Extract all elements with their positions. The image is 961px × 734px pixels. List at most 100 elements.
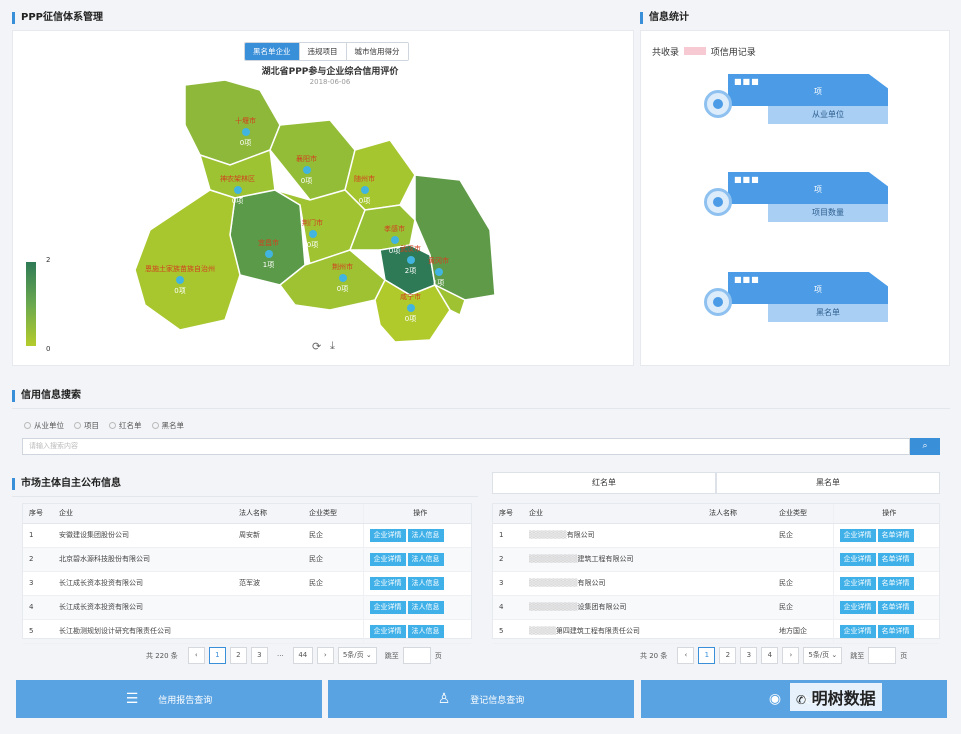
registration-query-button[interactable]: ♙ 登记信息查询 [328, 680, 634, 718]
company-name: 第四建筑工程有限责任公司 [555, 627, 640, 635]
stats-total-suffix: 项信用记录 [710, 48, 756, 58]
eye-icon: ◉ [768, 691, 782, 707]
goto-page-input[interactable] [868, 647, 897, 664]
page-button-4[interactable]: 4 [761, 647, 779, 664]
radio-projects[interactable]: 项目 [74, 420, 99, 431]
page-button-3[interactable]: 3 [740, 647, 758, 664]
search-button[interactable]: ⌕ [910, 438, 940, 455]
list-detail-button[interactable]: 名单详情 [877, 600, 914, 614]
col-header-person[interactable]: 法人名称 [233, 504, 303, 524]
legend-max: 2 [46, 256, 51, 264]
tab-city-credit-score[interactable]: 城市信用得分 [346, 43, 408, 60]
list-table: 序号 企业 法人名称 企业类型 操作 1 ▒▒▒▒▒▒▒有限公司 民企 企业详情… [493, 504, 939, 644]
region-huangshi[interactable] [433, 283, 466, 317]
col-header-company[interactable]: 企业 [523, 504, 703, 524]
dots-icon: ■■■ [734, 275, 760, 284]
page-size-select[interactable]: 5条/页 ⌄ [803, 647, 843, 664]
company-detail-button[interactable]: 企业详情 [839, 552, 876, 566]
page-button-3[interactable]: 3 [250, 647, 268, 664]
download-icon[interactable]: ⤓ [330, 339, 335, 352]
col-header-company[interactable]: 企业 [53, 504, 233, 524]
col-header-type[interactable]: 企业类型 [773, 504, 833, 524]
stat-value: 项 [814, 87, 822, 96]
city-marker-icon [434, 268, 443, 276]
company-detail-button[interactable]: 企业详情 [369, 552, 406, 566]
table-row: 5 长江勘测规划设计研究有限责任公司 企业详情 法人信息 [23, 619, 471, 644]
radio-redlist[interactable]: 红名单 [109, 420, 142, 431]
tab-blacklist-companies[interactable]: 黑名单企业 [245, 43, 300, 60]
legal-info-button[interactable]: 法人信息 [407, 552, 444, 566]
company-detail-button[interactable]: 企业详情 [369, 576, 406, 590]
next-page-button[interactable]: › [782, 647, 800, 664]
company-detail-button[interactable]: 企业详情 [839, 576, 876, 590]
city-label-wuhan: 武汉市 2项 [400, 244, 421, 276]
tab-violation-projects[interactable]: 违规项目 [299, 43, 347, 60]
legal-info-button[interactable]: 法人信息 [407, 576, 444, 590]
prev-page-button[interactable]: ‹ [187, 647, 205, 664]
list-detail-button[interactable]: 名单详情 [877, 576, 914, 590]
company-detail-button[interactable]: 企业详情 [839, 624, 876, 638]
refresh-icon[interactable]: ⟳ [312, 340, 322, 353]
cell-no: 1 [493, 523, 523, 548]
legal-info-button[interactable]: 法人信息 [407, 624, 444, 638]
list-detail-button[interactable]: 名单详情 [877, 552, 914, 566]
radio-circle-icon [109, 422, 116, 429]
credit-report-query-button[interactable]: ☰ 信用报告查询 [16, 680, 322, 718]
search-section-title: 信用信息搜索 [12, 390, 81, 402]
company-detail-button[interactable]: 企业详情 [839, 528, 876, 542]
cell-person [703, 595, 773, 620]
radio-label: 项目 [84, 421, 99, 430]
stat-card-units[interactable]: ■■■ 项 从业单位 [704, 74, 890, 130]
city-name: 襄阳市 [296, 155, 317, 163]
goto-page-input[interactable] [402, 647, 431, 664]
page-button-1[interactable]: 1 [208, 647, 226, 664]
cell-actions: 企业详情 法人信息 [362, 523, 471, 548]
page-button-2[interactable]: 2 [719, 647, 737, 664]
company-name: 有限公司 [577, 579, 606, 587]
region-enshi[interactable] [134, 189, 241, 331]
list-detail-button[interactable]: 名单详情 [877, 624, 914, 638]
stats-total-prefix: 共收录 [652, 48, 680, 58]
hubei-map [134, 80, 496, 343]
city-marker-icon [264, 250, 273, 258]
next-page-button[interactable]: › [316, 647, 334, 664]
col-header-person[interactable]: 法人名称 [703, 504, 773, 524]
legal-info-button[interactable]: 法人信息 [407, 528, 444, 542]
cell-company: 安徽建设集团股份公司 [53, 523, 233, 548]
radio-blacklist[interactable]: 黑名单 [151, 420, 184, 431]
stat-card-projects[interactable]: ■■■ 项 项目数量 [704, 172, 890, 228]
legal-info-button[interactable]: 法人信息 [407, 600, 444, 614]
cell-company: 北京碧水源科技股份有限公司 [53, 547, 233, 572]
page-button-2[interactable]: 2 [229, 647, 247, 664]
col-header-actions: 操作 [362, 504, 471, 524]
page-size-select[interactable]: 5条/页 ⌄ [337, 647, 377, 664]
tab-redlist[interactable]: 红名单 [492, 472, 716, 494]
prev-page-button[interactable]: ‹ [677, 647, 695, 664]
col-header-type[interactable]: 企业类型 [303, 504, 363, 524]
city-marker-icon [302, 166, 311, 174]
table-row: 2 ▒▒▒▒▒▒▒▒▒建筑工程有限公司 企业详情 名单详情 [493, 547, 939, 572]
table-row: 3 长江成长资本投资有限公司 范军波 民企 企业详情 法人信息 [23, 571, 471, 596]
cell-no: 1 [23, 523, 53, 548]
cell-type: 民企 [303, 547, 363, 572]
company-detail-button[interactable]: 企业详情 [369, 528, 406, 542]
radio-label: 红名单 [119, 421, 142, 430]
cell-person [233, 547, 303, 572]
company-detail-button[interactable]: 企业详情 [369, 624, 406, 638]
map-legend-gradient[interactable] [26, 262, 36, 346]
page-button-last[interactable]: 44 [292, 647, 313, 664]
city-name: 神农架林区 [220, 175, 255, 183]
city-label-suizhou: 随州市 0项 [354, 174, 375, 206]
search-input[interactable]: 请输入搜索内容 [22, 438, 910, 455]
company-name: 建筑工程有限公司 [577, 555, 634, 563]
wechat-icon: ✆ [796, 693, 807, 707]
radio-units[interactable]: 从业单位 [24, 420, 64, 431]
list-detail-button[interactable]: 名单详情 [877, 528, 914, 542]
company-detail-button[interactable]: 企业详情 [839, 600, 876, 614]
page-button-1[interactable]: 1 [698, 647, 716, 664]
stat-card-blacklist[interactable]: ■■■ 项 黑名单 [704, 272, 890, 328]
company-detail-button[interactable]: 企业详情 [369, 600, 406, 614]
pagination-ellipsis[interactable]: ··· [276, 651, 284, 660]
tab-blacklist[interactable]: 黑名单 [716, 472, 940, 494]
city-count: 0项 [404, 315, 417, 323]
